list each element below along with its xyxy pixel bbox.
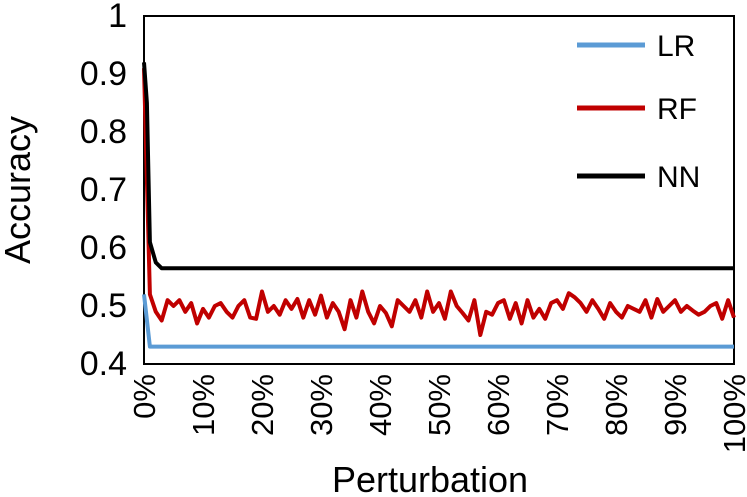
legend-label-rf: RF	[657, 93, 697, 126]
plot-frame	[143, 15, 735, 365]
x-tick-label: 70%	[540, 374, 575, 436]
y-tick-label: 1	[108, 0, 127, 35]
x-tick-label: 90%	[658, 374, 693, 436]
x-tick-label: 80%	[599, 374, 634, 436]
x-axis-ticks: 0% 10% 20% 30% 40% 50% 60% 70% 80% 90% 100%	[127, 374, 747, 453]
x-tick-label: 20%	[245, 374, 280, 436]
plot-area	[143, 15, 735, 365]
x-tick-label: 0%	[127, 374, 162, 419]
series-line-lr	[142, 294, 734, 349]
series-line-nn	[142, 62, 734, 271]
x-tick-label: 10%	[186, 374, 221, 436]
y-tick-label: 0.4	[80, 345, 127, 383]
legend: LR RF NN	[577, 30, 700, 194]
y-tick-label: 0.6	[80, 229, 127, 267]
x-tick-label: 40%	[363, 374, 398, 436]
x-axis-label: Perturbation	[332, 459, 528, 497]
x-tick-label: 100%	[717, 374, 747, 453]
series-lines	[142, 62, 736, 349]
x-tick-label: 50%	[422, 374, 457, 436]
legend-label-nn: NN	[657, 161, 700, 194]
legend-label-lr: LR	[657, 30, 695, 63]
x-tick-label: 60%	[481, 374, 516, 436]
series-line-rf	[142, 68, 736, 337]
y-tick-label: 0.7	[80, 171, 127, 209]
y-axis-label: Accuracy	[0, 116, 38, 264]
y-tick-label: 0.9	[80, 55, 127, 93]
y-axis-ticks: 0.4 0.5 0.6 0.7 0.8 0.9 1	[80, 0, 127, 383]
x-tick-label: 30%	[304, 374, 339, 436]
y-tick-label: 0.5	[80, 287, 127, 325]
y-tick-label: 0.8	[80, 113, 127, 151]
